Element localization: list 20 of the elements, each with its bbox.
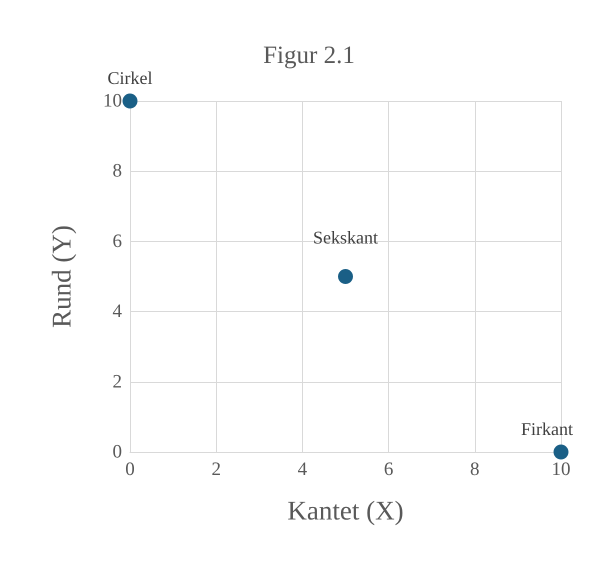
y-tick-label: 0 (112, 442, 122, 462)
chart-title: Figur 2.1 (263, 42, 355, 69)
x-axis-title: Kantet (X) (287, 496, 404, 526)
y-tick-label: 8 (112, 160, 122, 182)
y-tick-label: 2 (112, 371, 122, 392)
x-tick-label: 10 (552, 459, 570, 480)
point (554, 444, 568, 460)
annotation: Cirkel (108, 68, 152, 88)
annotation: Sekskant (313, 228, 378, 248)
y-tick-label: 10 (103, 90, 122, 112)
point (122, 94, 138, 108)
x-tick-label: 6 (384, 459, 394, 480)
y-tick-label: 4 (112, 301, 122, 322)
y-tick-label: 6 (112, 230, 122, 252)
point (338, 269, 353, 284)
x-tick-label: 4 (298, 459, 308, 480)
x-tick-label: 2 (211, 459, 221, 480)
x-tick-label: 8 (470, 459, 480, 480)
annotation: Firkant (521, 419, 573, 439)
y-axis-title: Rund (Y) (46, 225, 76, 328)
